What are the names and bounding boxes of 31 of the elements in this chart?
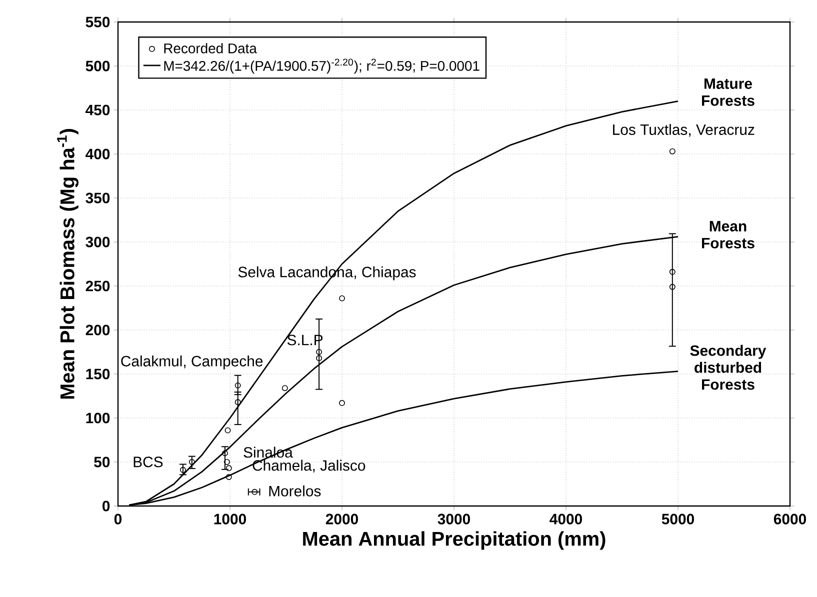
annotation: Secondary disturbed Forests bbox=[690, 344, 766, 390]
x-tick-label: 0 bbox=[114, 514, 122, 524]
y-tick-label: 100 bbox=[86, 412, 110, 424]
x-tick-label: 6000 bbox=[774, 514, 806, 524]
annotation: Mature Forests bbox=[702, 78, 754, 106]
y-tick-label: 450 bbox=[86, 104, 110, 116]
y-tick-label: 300 bbox=[86, 236, 110, 248]
x-tick-label: 5000 bbox=[662, 514, 694, 524]
annotation: Morelos bbox=[269, 485, 321, 496]
y-tick-label: 500 bbox=[86, 60, 110, 72]
x-tick-label: 3000 bbox=[438, 514, 470, 524]
y-tick-label: 400 bbox=[86, 148, 110, 160]
y-tick-label: 350 bbox=[86, 192, 110, 204]
annotation: BCS bbox=[134, 456, 163, 468]
annotation: Chamela, Jalisco bbox=[252, 460, 366, 473]
x-tick-label: 1000 bbox=[214, 514, 246, 524]
x-tick-label: 4000 bbox=[550, 514, 582, 524]
annotation: Mean Forests bbox=[702, 221, 754, 248]
annotation: Calakmul, Campeche bbox=[121, 355, 263, 370]
y-tick-label: 50 bbox=[94, 456, 110, 468]
annotation: Los Tuxtlas, Veracruz bbox=[613, 124, 754, 137]
legend-label: M=342.26/(1+(PA/1900.57)$^{-2.20}$); r$^{2}$=0.59; P=0.0001 bbox=[164, 58, 480, 74]
y-tick-label: 550 bbox=[86, 16, 110, 28]
y-tick-label: 250 bbox=[86, 280, 110, 292]
y-tick-label: 0 bbox=[102, 500, 110, 512]
x-axis-title: Mean Annual Precipitation (mm) bbox=[303, 531, 606, 550]
y-tick-label: 200 bbox=[86, 324, 110, 336]
y-axis-title: Mean Plot Biomass (Mg ha$^{-1}$) bbox=[57, 129, 78, 399]
y-tick-label: 150 bbox=[86, 368, 110, 380]
x-tick-label: 2000 bbox=[326, 514, 358, 524]
legend-label: Recorded Data bbox=[164, 43, 257, 54]
